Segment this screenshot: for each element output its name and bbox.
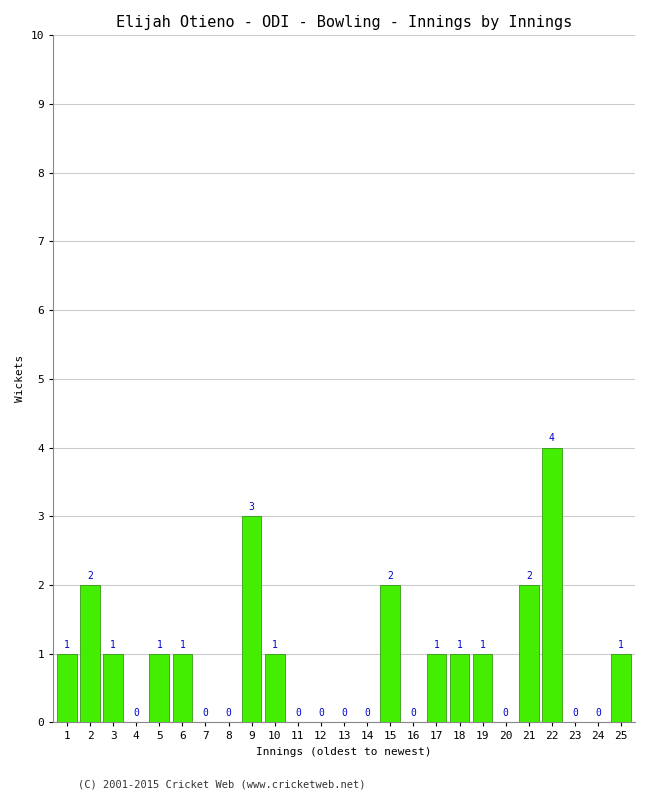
Bar (542, 447, 562, 722)
Text: 2: 2 (387, 571, 393, 581)
Text: 2: 2 (87, 571, 93, 581)
Bar (103, 654, 123, 722)
Text: 1: 1 (157, 639, 162, 650)
Text: 0: 0 (595, 708, 601, 718)
Title: Elijah Otieno - ODI - Bowling - Innings by Innings: Elijah Otieno - ODI - Bowling - Innings … (116, 15, 572, 30)
Text: 0: 0 (295, 708, 301, 718)
Text: 0: 0 (203, 708, 209, 718)
Text: 1: 1 (456, 639, 462, 650)
Text: 0: 0 (341, 708, 347, 718)
Bar (450, 654, 469, 722)
Text: 1: 1 (111, 639, 116, 650)
Text: 3: 3 (249, 502, 255, 512)
Text: 1: 1 (272, 639, 278, 650)
Text: 0: 0 (318, 708, 324, 718)
Text: 1: 1 (434, 639, 439, 650)
Text: 0: 0 (502, 708, 508, 718)
Text: 0: 0 (133, 708, 139, 718)
Bar (612, 654, 631, 722)
Bar (426, 654, 446, 722)
Bar (242, 516, 261, 722)
Text: 1: 1 (480, 639, 486, 650)
Bar (57, 654, 77, 722)
Text: (C) 2001-2015 Cricket Web (www.cricketweb.net): (C) 2001-2015 Cricket Web (www.cricketwe… (78, 779, 365, 790)
Text: 1: 1 (618, 639, 624, 650)
Y-axis label: Wickets: Wickets (15, 355, 25, 402)
Bar (473, 654, 493, 722)
X-axis label: Innings (oldest to newest): Innings (oldest to newest) (256, 747, 432, 757)
Text: 0: 0 (572, 708, 578, 718)
Text: 0: 0 (410, 708, 416, 718)
Bar (173, 654, 192, 722)
Bar (519, 585, 539, 722)
Text: 1: 1 (64, 639, 70, 650)
Text: 4: 4 (549, 434, 555, 443)
Text: 2: 2 (526, 571, 532, 581)
Bar (150, 654, 169, 722)
Text: 0: 0 (226, 708, 231, 718)
Bar (80, 585, 100, 722)
Text: 1: 1 (179, 639, 185, 650)
Bar (265, 654, 285, 722)
Text: 0: 0 (364, 708, 370, 718)
Bar (380, 585, 400, 722)
